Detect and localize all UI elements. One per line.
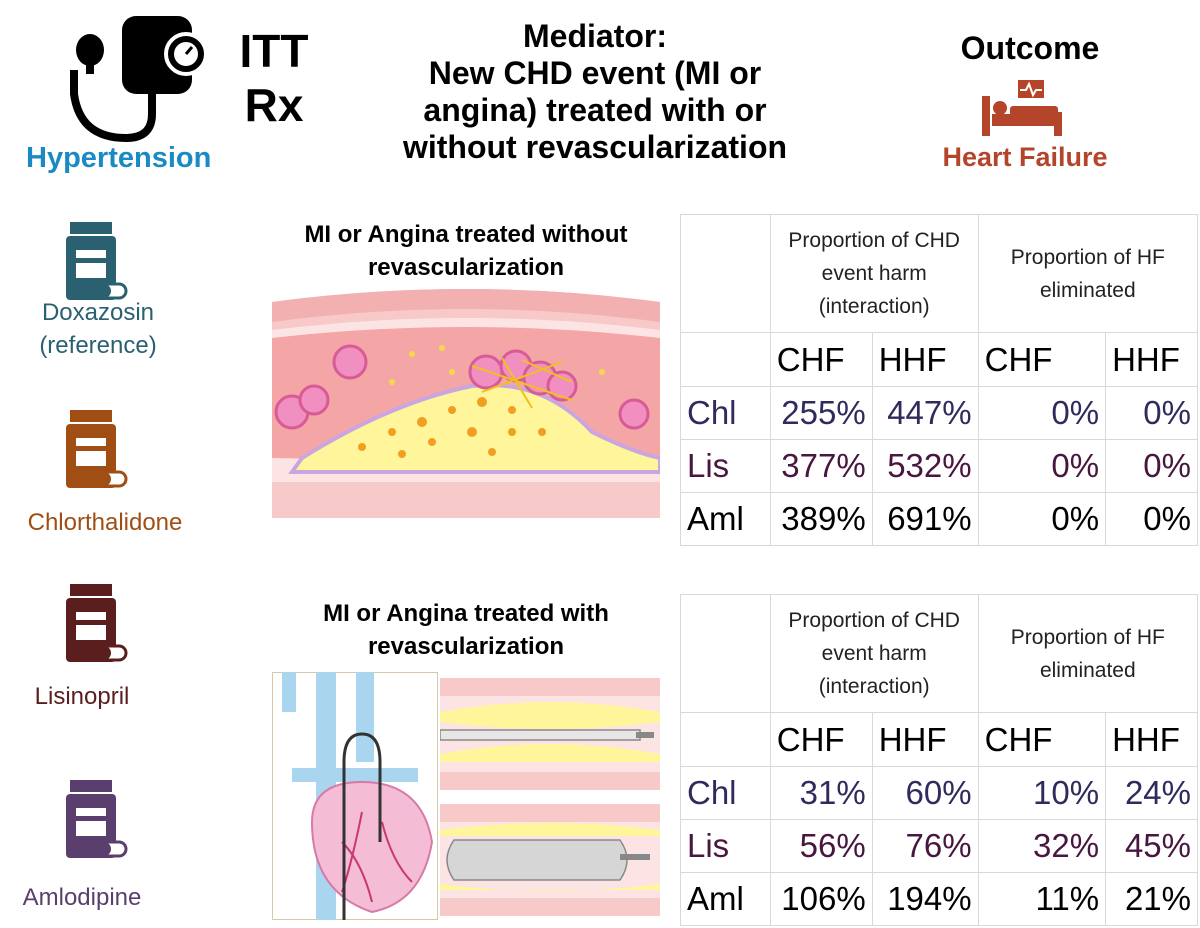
group-header-line: event harm — [821, 642, 927, 665]
table-row: Aml 389% 691% 0% 0% — [680, 492, 1198, 546]
group-header-line: (interaction) — [818, 675, 930, 698]
mediator-line: without revascularization — [402, 129, 788, 165]
table-cell: 60% — [871, 766, 979, 820]
hospital-bed-icon — [982, 80, 1062, 136]
drug-label-doxazosin: Doxazosin (reference) — [0, 296, 198, 362]
table-cell: 106% — [769, 872, 873, 926]
row-label: Chl — [680, 386, 771, 440]
table-cell: 21% — [1105, 872, 1198, 926]
pill-bottle-icon — [66, 222, 128, 300]
itt-label: ITT — [239, 25, 309, 77]
pill-bottle-icon — [66, 584, 128, 662]
table-cell: 0% — [1105, 492, 1198, 546]
table-cell: 76% — [871, 819, 979, 873]
table-cell: 0% — [977, 492, 1107, 546]
table-corner-cell — [680, 214, 771, 333]
table-cell: 255% — [769, 386, 873, 440]
row-label: Chl — [680, 766, 771, 820]
table-cell: 31% — [769, 766, 873, 820]
table-cell: 532% — [871, 439, 979, 493]
drug-note: (reference) — [39, 332, 157, 359]
heart-catheter-illustration — [272, 672, 438, 920]
table-corner-cell — [680, 594, 771, 713]
mediator-line: angina) treated with or — [423, 92, 767, 128]
section-title-line: revascularization — [367, 633, 565, 660]
heart-failure-label: Heart Failure — [942, 142, 1108, 172]
column-header: HHF — [1105, 332, 1198, 387]
row-label: Aml — [680, 872, 771, 926]
table-row: Chl 31% 60% 10% 24% — [680, 766, 1198, 820]
group-header-line: Proportion of HF — [1010, 625, 1165, 649]
pill-bottle-icon — [66, 780, 128, 858]
group-header-chd-harm: Proportion of CHD event harm (interactio… — [769, 214, 979, 333]
table-cell: 56% — [769, 819, 873, 873]
table-cell: 194% — [871, 872, 979, 926]
table-corner-cell — [680, 332, 771, 387]
itt-rx-label: ITT Rx — [232, 24, 316, 132]
outcome-heading: Outcome — [960, 30, 1100, 66]
group-header-hf-eliminated: Proportion of HF eliminated — [977, 214, 1199, 333]
section-title-line: revascularization — [367, 254, 565, 281]
section-title-without-revascularization: MI or Angina treated without revasculari… — [266, 218, 666, 284]
drug-name: Doxazosin — [41, 299, 155, 326]
table-row: Lis 377% 532% 0% 0% — [680, 439, 1198, 493]
table-cell: 45% — [1105, 819, 1198, 873]
table-cell: 0% — [1105, 439, 1198, 493]
drug-label-amlodipine: Amlodipine — [22, 884, 142, 911]
column-header: HHF — [1105, 712, 1198, 767]
drug-label-lisinopril: Lisinopril — [34, 683, 130, 710]
table-cell: 377% — [769, 439, 873, 493]
table-row: Aml 106% 194% 11% 21% — [680, 872, 1198, 926]
column-header: CHF — [977, 712, 1107, 767]
column-header: CHF — [769, 332, 873, 387]
group-header-line: (interaction) — [818, 295, 930, 318]
group-header-line: Proportion of CHD — [788, 609, 960, 632]
group-header-line: eliminated — [1039, 658, 1136, 682]
section-title-line: MI or Angina treated without — [304, 221, 628, 248]
table-cell: 10% — [977, 766, 1107, 820]
table-cell: 0% — [977, 386, 1107, 440]
balloon-angioplasty-illustration — [440, 672, 660, 920]
column-header: CHF — [977, 332, 1107, 387]
artery-plaque-illustration — [272, 289, 660, 518]
table-cell: 24% — [1105, 766, 1198, 820]
group-header-line: event harm — [821, 262, 927, 285]
table-cell: 447% — [871, 386, 979, 440]
row-label: Lis — [680, 439, 771, 493]
group-header-hf-eliminated: Proportion of HF eliminated — [977, 594, 1199, 713]
mediator-line: New CHD event (MI or — [428, 55, 762, 91]
section-title-with-revascularization: MI or Angina treated with revascularizat… — [266, 597, 666, 663]
table-row: Lis 56% 76% 32% 45% — [680, 819, 1198, 873]
hypertension-label: Hypertension — [26, 142, 212, 174]
row-label: Aml — [680, 492, 771, 546]
table-corner-cell — [680, 712, 771, 767]
column-header: CHF — [769, 712, 873, 767]
group-header-line: Proportion of HF — [1010, 245, 1165, 269]
table-cell: 32% — [977, 819, 1107, 873]
table-cell: 0% — [1105, 386, 1198, 440]
mediator-line: Mediator: — [523, 18, 667, 54]
rx-label: Rx — [244, 79, 304, 131]
group-header-line: eliminated — [1039, 278, 1136, 302]
blood-pressure-monitor-icon — [70, 16, 208, 142]
table-cell: 389% — [769, 492, 873, 546]
table-row: Chl 255% 447% 0% 0% — [680, 386, 1198, 440]
results-table-with-revascularization: Proportion of CHD event harm (interactio… — [680, 594, 1199, 926]
column-header: HHF — [871, 332, 979, 387]
section-title-line: MI or Angina treated with — [323, 600, 609, 627]
column-header: HHF — [871, 712, 979, 767]
pill-bottle-icon — [66, 410, 128, 488]
table-cell: 691% — [871, 492, 979, 546]
group-header-chd-harm: Proportion of CHD event harm (interactio… — [769, 594, 979, 713]
group-header-line: Proportion of CHD — [788, 229, 960, 252]
mediator-heading: Mediator: New CHD event (MI or angina) t… — [380, 18, 810, 166]
table-cell: 0% — [977, 439, 1107, 493]
table-cell: 11% — [977, 872, 1107, 926]
drug-label-chlorthalidone: Chlorthalidone — [27, 509, 183, 536]
row-label: Lis — [680, 819, 771, 873]
results-table-without-revascularization: Proportion of CHD event harm (interactio… — [680, 214, 1199, 546]
